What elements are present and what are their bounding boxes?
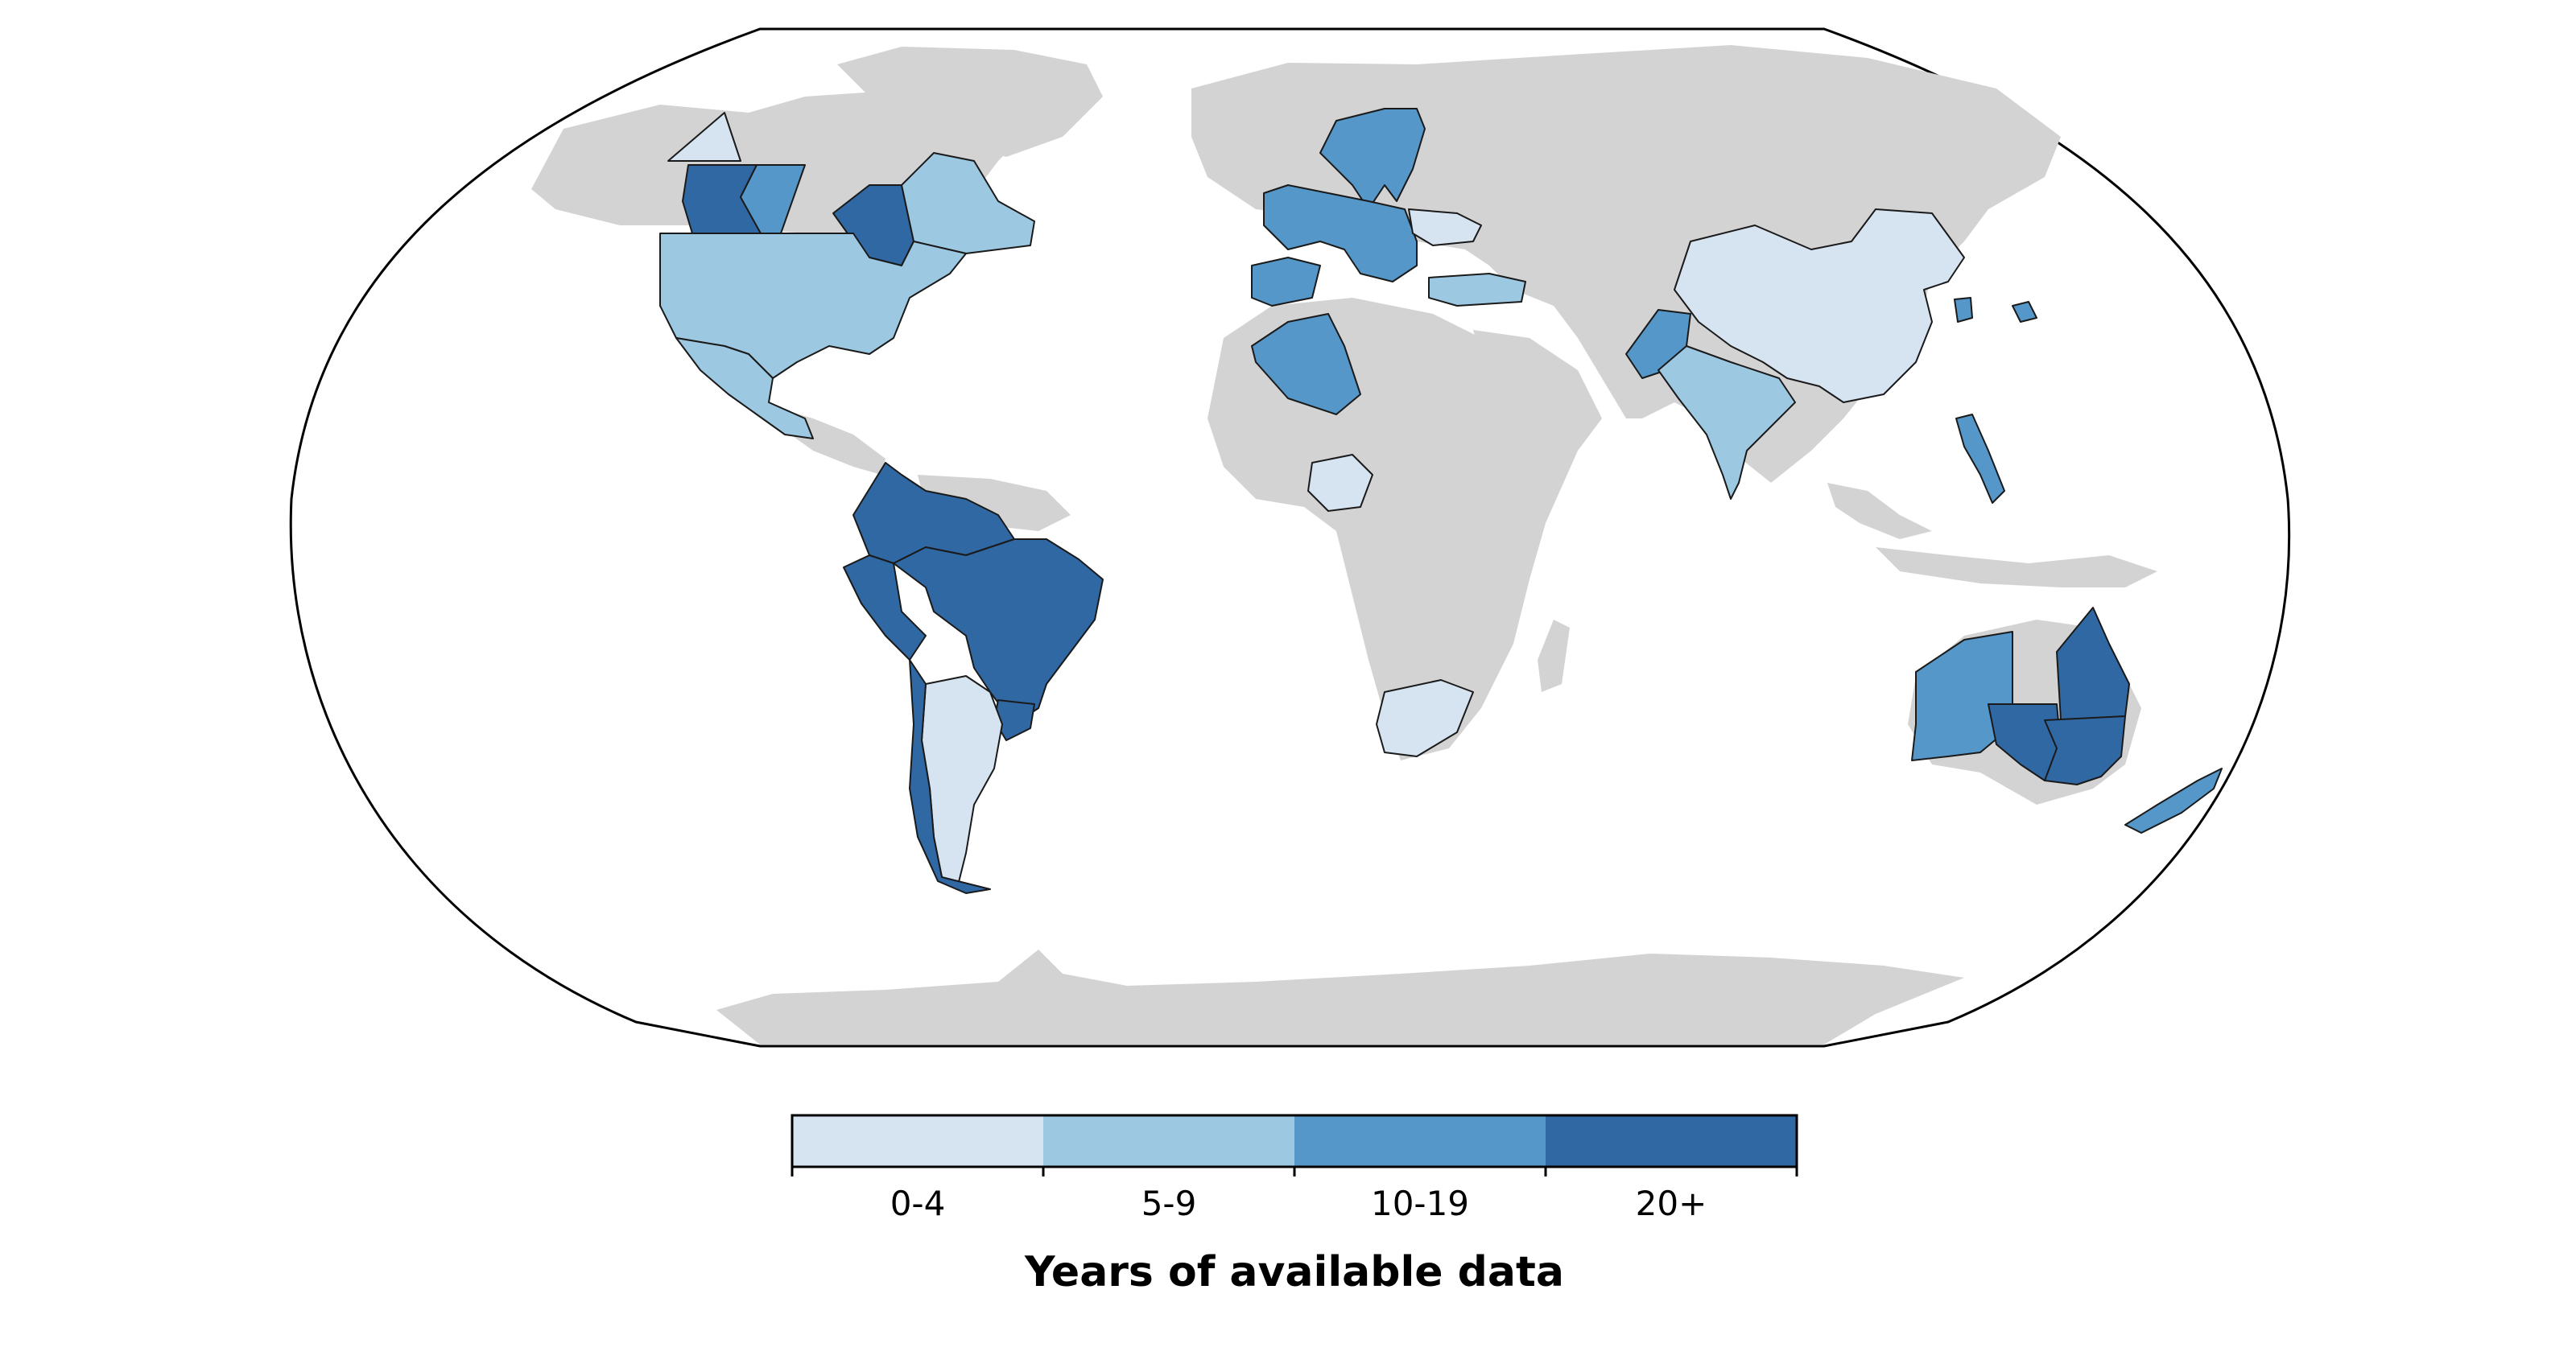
region-algeria [1251,313,1361,415]
region-mexico [675,337,814,439]
region-new-zealand [2124,768,2223,834]
region-alaska [667,112,741,162]
region-india [1657,345,1796,500]
colorbar-bin-5-9 [1043,1115,1294,1167]
colorbar-label-20-plus: 20+ [1636,1184,1707,1223]
landmass-southeast-asia [1827,483,1932,539]
landmass-greenland [837,47,1103,157]
region-iberia [1251,257,1321,307]
landmass-indonesia [1876,547,2157,587]
region-eastern-europe [1408,208,1482,246]
landmass-antarctica [716,950,1964,1045]
region-chile [909,659,991,894]
region-turkey [1428,273,1526,307]
landmass-africa [1208,298,1578,760]
region-brazil [893,538,1104,725]
region-south-africa [1376,679,1474,757]
landmass-arabia [1473,330,1602,467]
landmass-madagascar [1538,620,1570,692]
region-south-korea [1954,297,1973,323]
colorbar-label-10-19: 10-19 [1371,1184,1469,1223]
colorbar-title: Years of available data [1024,1248,1564,1296]
colorbar-label-5-9: 5-9 [1141,1184,1197,1223]
region-peru [843,554,927,661]
region-japan [2012,301,2037,323]
region-china [1674,208,1965,403]
colorbar-bin-20-plus [1546,1115,1797,1167]
colorbar-legend: 0-4 5-9 10-19 20+ Years of available dat… [791,1114,1798,1296]
colorbar-label-0-4: 0-4 [890,1184,946,1223]
region-philippines [1955,414,2005,504]
region-new-south-wales [2044,715,2126,785]
data-regions-layer [659,108,2223,894]
colorbar-bin-10-19 [1294,1115,1546,1167]
colorbar-bin-0-4 [792,1115,1043,1167]
region-western-europe [1263,184,1418,282]
region-western-australia [1911,631,2013,761]
region-nigeria [1307,454,1373,512]
